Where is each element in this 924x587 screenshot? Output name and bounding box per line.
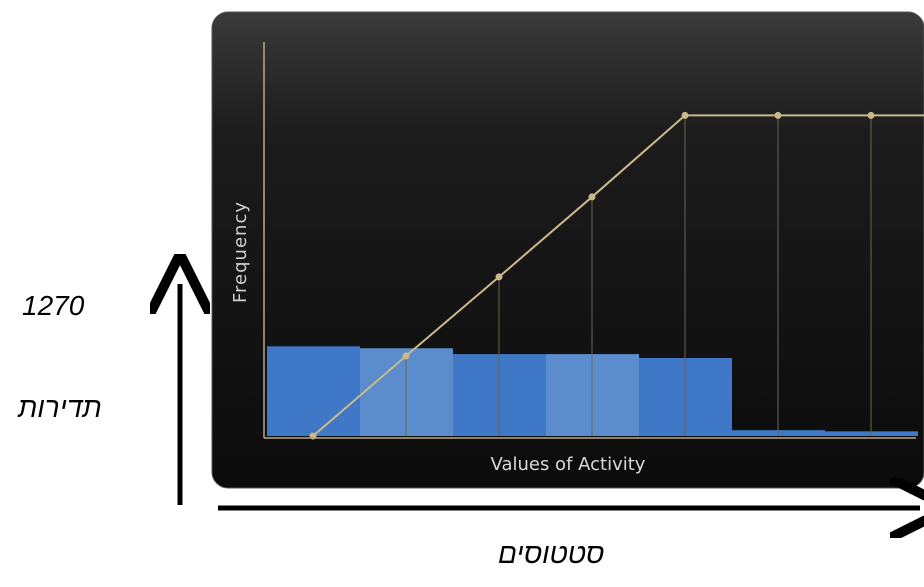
cumulative-line-series	[309, 111, 924, 440]
x-axis-title: Values of Activity	[491, 454, 646, 475]
cumulative-point-7	[867, 111, 875, 119]
cumulative-point-6	[774, 111, 782, 119]
bar-1	[267, 346, 360, 436]
status-hebrew-label: סטטוסים	[498, 538, 605, 569]
cumulative-point-2	[402, 352, 410, 360]
count-label: 1270	[22, 290, 85, 321]
y-axis-title: Frequency	[230, 201, 251, 303]
cumulative-line	[312, 114, 924, 437]
guide-lines	[405, 115, 872, 436]
cumulative-point-5	[681, 111, 689, 119]
frequency-hebrew-label: תדירות	[18, 392, 102, 423]
cumulative-point-4	[588, 193, 596, 201]
cumulative-point-3	[495, 273, 503, 281]
